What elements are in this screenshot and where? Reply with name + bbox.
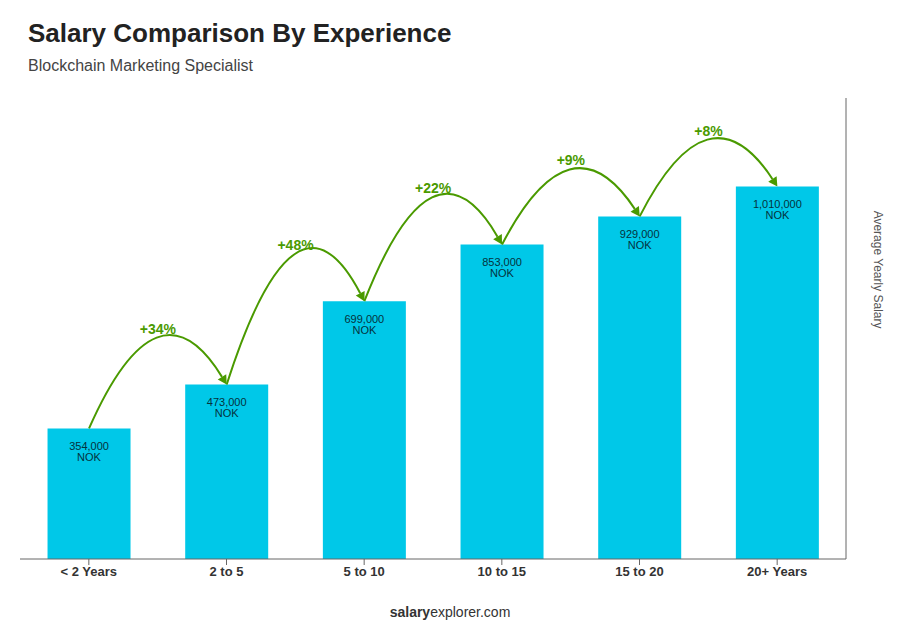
svg-text:+34%: +34% — [140, 321, 177, 337]
svg-text:1,010,000NOK: 1,010,000NOK — [753, 198, 802, 221]
html-text:Blockchain Marketing Specialis: Blockchain Marketing Specialist — [28, 57, 253, 74]
svg-text:+48%: +48% — [277, 237, 314, 253]
svg-text:929,000NOK: 929,000NOK — [620, 228, 660, 251]
svg-text:Average Yearly Salary: Average Yearly Salary — [871, 211, 885, 329]
svg-text:10 to 15: 10 to 15 — [478, 564, 526, 579]
svg-text:+22%: +22% — [415, 180, 452, 196]
svg-text:5 to 10: 5 to 10 — [344, 564, 385, 579]
svg-text:2 to 5: 2 to 5 — [210, 564, 244, 579]
svg-text:853,000NOK: 853,000NOK — [482, 256, 522, 279]
svg-text:< 2 Years: < 2 Years — [61, 564, 118, 579]
svg-text:15 to 20: 15 to 20 — [615, 564, 663, 579]
svg-text:+9%: +9% — [557, 152, 586, 168]
html-text:salary explorer.com: salary explorer.com — [389, 604, 511, 620]
html-text:Salary Comparison By Experienc: Salary Comparison By Experience — [28, 18, 452, 48]
svg-text:354,000NOK: 354,000NOK — [69, 440, 109, 463]
svg-text:699,000NOK: 699,000NOK — [344, 313, 384, 336]
svg-text:+8%: +8% — [694, 123, 723, 139]
svg-text:473,000NOK: 473,000NOK — [207, 396, 247, 419]
svg-text:20+ Years: 20+ Years — [747, 564, 807, 579]
